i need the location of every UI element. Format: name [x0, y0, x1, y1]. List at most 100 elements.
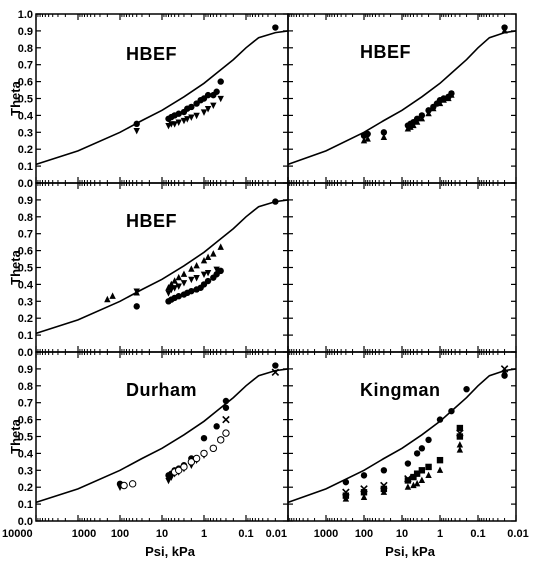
data-point — [410, 473, 417, 481]
data-point — [380, 488, 388, 495]
data-point — [404, 125, 412, 132]
data-point — [193, 112, 200, 120]
data-point — [175, 466, 183, 474]
data-point — [217, 436, 225, 444]
panel-label: Durham — [126, 380, 197, 400]
data-point — [200, 449, 208, 458]
data-point — [104, 295, 111, 303]
y-tick-label: 0.4 — [18, 110, 34, 122]
data-point — [360, 493, 368, 500]
data-point — [364, 130, 371, 138]
series-line — [35, 368, 289, 504]
data-point — [436, 416, 444, 423]
data-point — [404, 474, 412, 483]
panel-frame — [287, 13, 517, 184]
chart-panel-3: 0.0 0.1 0.2 0.3 0.4 0.5 0.6 0.7 0.8 0.9 HBEF Theta — [8, 182, 289, 359]
y-tick-label: 0.6 — [18, 415, 33, 427]
y-tick-label: 0.5 — [18, 263, 33, 275]
data-point — [204, 277, 212, 285]
y-tick-label: 0.8 — [18, 43, 33, 55]
data-point — [418, 445, 426, 452]
data-point — [436, 466, 444, 473]
data-point — [188, 276, 195, 284]
data-point — [425, 109, 432, 117]
data-point — [448, 91, 455, 98]
y-tick-label: 0.2 — [18, 144, 33, 156]
series-line — [35, 30, 289, 166]
data-point — [222, 429, 230, 437]
data-point — [413, 118, 421, 125]
data-point — [222, 415, 230, 424]
y-tick-label: 0.5 — [18, 94, 33, 106]
y-tick-label: 0.8 — [18, 381, 33, 393]
y-tick-label: 0.1 — [18, 499, 33, 511]
y-tick-label: 0.3 — [18, 465, 33, 477]
x-tick-label: 1 — [201, 528, 207, 540]
panel-label: Kingman — [360, 380, 441, 400]
data-point — [213, 266, 220, 273]
data-point — [501, 27, 508, 34]
data-point — [133, 120, 140, 128]
data-point — [217, 78, 224, 85]
data-point — [456, 441, 464, 448]
x-tick-label: 1000 — [314, 528, 338, 540]
y-axis-title: Theta — [8, 249, 23, 284]
y-tick-label: 0.9 — [18, 364, 33, 376]
data-point — [272, 198, 279, 205]
data-point — [418, 467, 426, 474]
data-point — [213, 423, 220, 430]
data-point — [171, 285, 178, 292]
data-point — [200, 109, 208, 116]
data-point — [360, 485, 368, 493]
data-point — [413, 450, 421, 457]
data-point — [404, 477, 412, 484]
x-axis-title: Psi, kPa — [385, 544, 436, 559]
data-point — [210, 250, 217, 257]
data-point — [364, 135, 371, 142]
data-point — [436, 99, 444, 107]
data-point — [200, 271, 208, 279]
panel-label: HBEF — [126, 44, 177, 64]
data-point — [209, 444, 218, 453]
data-point — [456, 424, 464, 432]
x-axis-title: Psi, kPa — [145, 544, 196, 559]
data-point — [436, 456, 444, 464]
data-point — [188, 103, 195, 111]
y-tick-label: 0.1 — [18, 330, 33, 342]
data-point — [133, 288, 140, 295]
y-axis-title: Theta — [8, 418, 23, 453]
y-tick-label: 0.7 — [18, 229, 33, 241]
x-tick-label: 1000 — [72, 528, 96, 540]
data-point — [413, 480, 421, 487]
data-point — [501, 368, 508, 375]
y-tick-label: 0.2 — [18, 482, 33, 494]
y-tick-label: 0.7 — [18, 60, 33, 72]
panel-frame — [287, 351, 517, 522]
y-tick-label: 0.9 — [18, 26, 33, 38]
data-point — [180, 280, 188, 287]
data-point — [188, 265, 195, 272]
data-point — [120, 481, 128, 490]
chart-panel-2: HBEF — [287, 13, 517, 184]
data-point — [171, 277, 178, 284]
x-tick-label: 0.1 — [238, 528, 253, 540]
x-tick-label: 10000 — [2, 528, 33, 540]
y-tick-label: 0.4 — [18, 279, 34, 291]
data-point — [204, 91, 212, 99]
series-line — [287, 30, 517, 166]
data-point — [425, 463, 432, 471]
data-point — [168, 474, 175, 481]
data-point — [410, 121, 417, 129]
data-point — [404, 483, 412, 490]
data-point — [360, 136, 368, 144]
data-point — [109, 292, 116, 299]
data-point — [213, 88, 220, 95]
data-point — [188, 287, 195, 295]
data-point — [204, 106, 212, 113]
data-point — [188, 114, 195, 121]
x-tick-label: 0.01 — [266, 528, 287, 540]
data-point — [380, 467, 388, 474]
data-point — [175, 293, 182, 300]
data-point — [413, 470, 421, 477]
x-tick-label: 100 — [111, 528, 129, 540]
